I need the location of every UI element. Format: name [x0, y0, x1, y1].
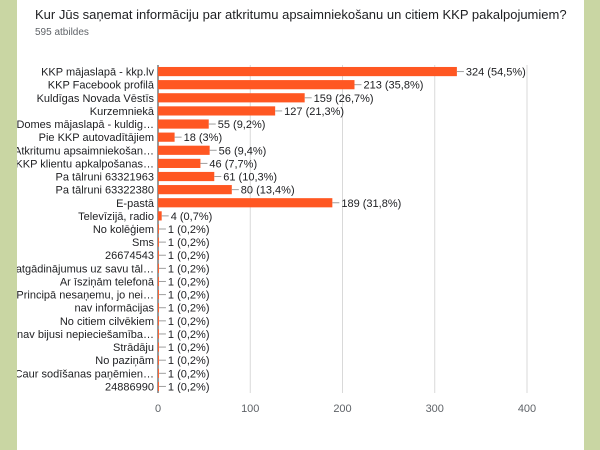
category-label: KKP mājaslapā - kkp.lv	[41, 67, 154, 79]
data-label: 1 (0,2%)	[168, 316, 210, 328]
bar	[158, 198, 333, 208]
bar	[158, 145, 210, 155]
bar	[158, 106, 276, 116]
bar	[158, 211, 162, 221]
bar	[158, 93, 305, 103]
bar	[158, 171, 215, 182]
data-label: 1 (0,2%)	[168, 355, 210, 367]
category-label: Televīzijā, radio	[78, 211, 154, 223]
x-tick-label: 200	[333, 403, 351, 415]
data-label: 189 (31,8%)	[341, 198, 401, 210]
data-label: 1 (0,2%)	[168, 290, 210, 302]
bar	[158, 355, 159, 365]
bar	[158, 250, 159, 260]
category-label: Strādāju	[113, 342, 154, 354]
category-label: Pie KKP autovadītājiem	[39, 132, 154, 144]
bar	[158, 66, 457, 77]
category-label: Kurzemniekā	[90, 106, 155, 118]
data-label: 1 (0,2%)	[168, 303, 210, 315]
category-label: Caur sodīšanas paņēmien…	[17, 368, 154, 380]
bar	[158, 132, 175, 142]
category-label: No kolēģiem	[93, 223, 154, 236]
bar	[158, 368, 159, 378]
bar	[158, 224, 159, 234]
category-label: Kuldīgas Novada Vēstīs	[37, 93, 155, 105]
x-tick-label: 400	[518, 403, 536, 415]
category-label: Ar īsziņām telefonā	[60, 276, 155, 288]
data-label: 1 (0,2%)	[168, 263, 210, 275]
category-label: 24886990	[105, 381, 154, 393]
category-label: No citiem cilvēkiem	[60, 316, 154, 328]
data-label: 1 (0,2%)	[168, 237, 210, 249]
chart-title: Kur Jūs saņemat informāciju par atkritum…	[35, 7, 567, 22]
data-label: 1 (0,2%)	[168, 381, 210, 393]
data-label: 1 (0,2%)	[168, 368, 210, 380]
x-tick-label: 100	[241, 403, 259, 415]
category-label: Atkritumu apsaimniekošan…	[17, 145, 154, 157]
bar	[158, 276, 159, 287]
bar	[158, 185, 232, 195]
category-label: KKP Facebook profilā	[48, 80, 155, 92]
data-label: 56 (9,4%)	[219, 145, 267, 157]
chart-card: Kur Jūs saņemat informāciju par atkritum…	[17, 0, 584, 450]
bar-chart: 0 100 200 300 400 KKP mājaslapā - kkp.lv 324 (…	[17, 65, 536, 415]
data-label: 213 (35,8%)	[363, 80, 423, 92]
bar	[158, 158, 201, 168]
category-label: KKP klientu apkalpošanas…	[17, 158, 154, 170]
data-label: 1 (0,2%)	[168, 224, 210, 236]
category-label: No paziņām	[95, 355, 154, 367]
data-label: 61 (10,3%)	[223, 172, 277, 184]
category-label: E-pastā	[116, 198, 155, 210]
category-label: 26674543	[105, 250, 154, 262]
x-tick-label: 0	[155, 403, 161, 415]
bar	[158, 263, 159, 273]
data-label: 1 (0,2%)	[168, 276, 210, 288]
x-tick-label: 300	[426, 403, 444, 415]
category-label: Pa tālruni 63321963	[56, 172, 154, 184]
category-label: nav bijusi nepieciešamība…	[17, 329, 154, 341]
data-label: 324 (54,5%)	[466, 67, 526, 79]
data-label: 55 (9,2%)	[218, 119, 266, 131]
bar	[158, 329, 159, 339]
bar	[158, 303, 159, 313]
response-count: 595 atbildes	[35, 27, 89, 38]
data-label: 1 (0,2%)	[168, 342, 210, 354]
bar	[158, 316, 159, 326]
bar	[158, 80, 355, 90]
bar	[158, 342, 159, 352]
bar	[158, 119, 209, 129]
data-label: 4 (0,7%)	[171, 211, 213, 223]
bar	[158, 290, 159, 300]
bar	[158, 381, 159, 392]
data-label: 18 (3%)	[184, 132, 223, 144]
category-label: Domes mājaslapā - kuldig…	[17, 119, 154, 131]
data-label: 127 (21,3%)	[284, 106, 344, 118]
data-label: 46 (7,7%)	[209, 158, 257, 170]
data-label: 159 (26,7%)	[314, 93, 374, 105]
data-label: 1 (0,2%)	[168, 329, 210, 341]
data-label: 80 (13,4%)	[241, 185, 295, 197]
bar	[158, 237, 159, 247]
category-label: atgādinājumus uz savu tāl…	[17, 263, 154, 275]
category-label: Sms	[132, 237, 155, 249]
category-label: nav informācijas	[75, 303, 155, 315]
category-label: Pa tālruni 63322380	[56, 185, 154, 197]
data-label: 1 (0,2%)	[168, 250, 210, 262]
category-label: Principā nesaņemu, jo nei…	[17, 290, 154, 302]
